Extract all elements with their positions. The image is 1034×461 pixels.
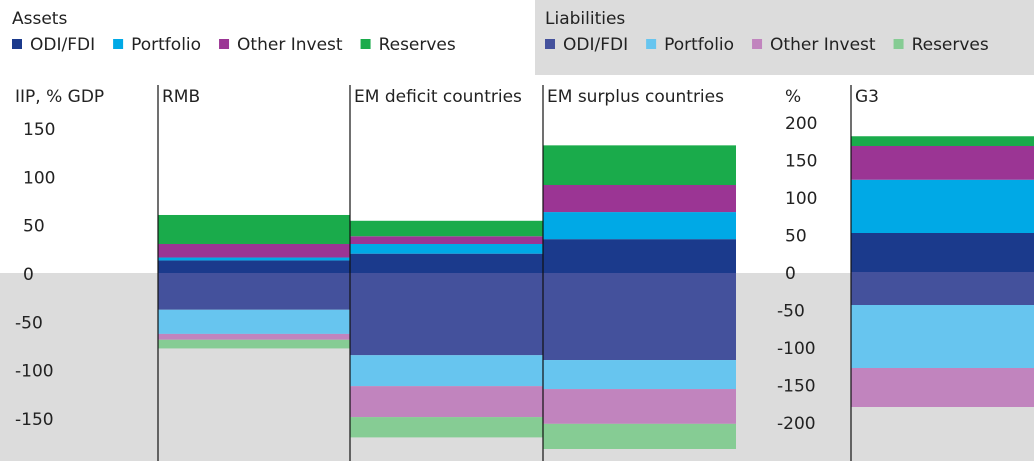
- legend-label: Portfolio: [131, 35, 201, 55]
- y-tick-label: 0: [785, 264, 796, 284]
- bar-segment: [158, 260, 350, 273]
- bar-segment: [543, 239, 736, 273]
- bar-segment: [350, 236, 543, 244]
- y-tick-label: -50: [15, 313, 43, 333]
- bar-segment: [543, 360, 736, 390]
- y-tick-label: 100: [23, 168, 55, 188]
- y-tick-label: -150: [15, 410, 54, 430]
- bar-segment: [350, 253, 543, 273]
- y-tick-label: 200: [785, 114, 817, 134]
- legend-swatch: [113, 39, 124, 49]
- legend-title: Liabilities: [545, 9, 625, 29]
- legend-title: Assets: [12, 9, 67, 29]
- bar-segment: [158, 273, 350, 310]
- bar-segment: [543, 185, 736, 213]
- legend-label: Other Invest: [770, 35, 876, 55]
- bar-segment: [350, 273, 543, 356]
- legend-swatch: [893, 39, 904, 49]
- x-category-label: G3: [855, 87, 879, 107]
- y-tick-label: 150: [785, 152, 817, 172]
- bar-segment: [350, 386, 543, 418]
- y-tick-label: -150: [777, 377, 816, 397]
- legend-label: Other Invest: [237, 35, 343, 55]
- legend-label: Reserves: [379, 35, 456, 55]
- legend-swatch: [646, 39, 657, 49]
- y-tick-label: 50: [23, 217, 45, 237]
- bar-segment: [543, 212, 736, 240]
- legend-label: ODI/FDI: [563, 35, 628, 55]
- bar-segment: [158, 243, 350, 258]
- x-category-label: RMB: [162, 87, 200, 107]
- bar-segment: [158, 333, 350, 340]
- y-tick-label: -100: [15, 362, 54, 382]
- y-axis-label: IIP, % GDP: [15, 87, 104, 107]
- y-tick-label: 150: [23, 120, 55, 140]
- x-category-label: EM deficit countries: [354, 87, 522, 107]
- bar-segment: [350, 417, 543, 438]
- bar-segment: [851, 146, 1034, 180]
- bar-segment: [350, 220, 543, 237]
- x-category-label: EM surplus countries: [547, 87, 724, 107]
- bar-segment: [158, 309, 350, 334]
- bar-segment: [851, 272, 1034, 305]
- bar-segment: [158, 257, 350, 261]
- bar-segment: [851, 233, 1034, 272]
- bar-segment: [543, 389, 736, 424]
- y-tick-label: -200: [777, 414, 816, 434]
- bar-segment: [350, 355, 543, 387]
- bar-segment: [158, 339, 350, 349]
- bar-segment: [543, 423, 736, 449]
- legend-label: Reserves: [912, 35, 989, 55]
- bar-segment: [851, 136, 1034, 146]
- legend-swatch: [219, 39, 230, 49]
- legend-swatch: [12, 39, 22, 49]
- legend-swatch: [752, 39, 763, 49]
- y-axis-label: %: [785, 87, 801, 107]
- bar-segment: [543, 145, 736, 186]
- y-tick-label: -50: [777, 302, 805, 322]
- bar-segment: [543, 273, 736, 361]
- y-tick-label: 100: [785, 189, 817, 209]
- legend-label: ODI/FDI: [30, 35, 95, 55]
- y-tick-label: 50: [785, 227, 807, 247]
- y-tick-label: -100: [777, 339, 816, 359]
- bar-segment: [350, 243, 543, 254]
- legend-box: [535, 0, 1034, 75]
- bar-segment: [158, 214, 350, 244]
- bar-segment: [851, 305, 1034, 368]
- legend-swatch: [360, 39, 371, 49]
- bar-segment: [851, 179, 1034, 233]
- legend-swatch: [545, 39, 555, 49]
- y-tick-label: 0: [23, 265, 34, 285]
- bar-segment: [851, 368, 1034, 407]
- legend-label: Portfolio: [664, 35, 734, 55]
